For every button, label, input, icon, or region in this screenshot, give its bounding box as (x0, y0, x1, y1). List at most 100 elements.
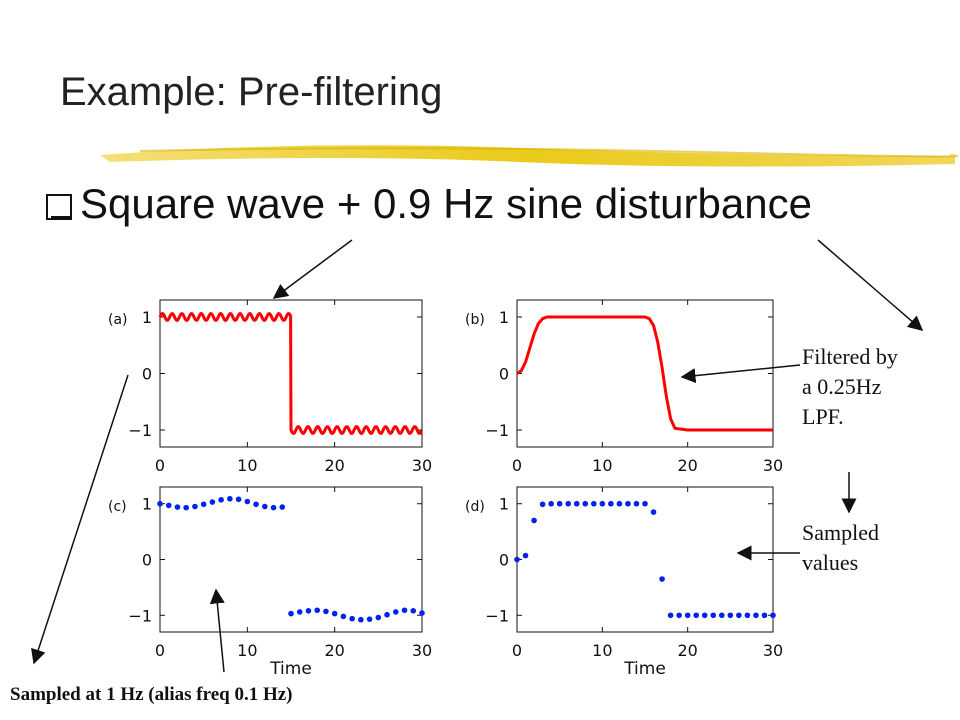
data-point (710, 612, 717, 619)
data-point (331, 610, 338, 617)
bullet-item: Square wave + 0.9 Hz sine disturbance (46, 180, 812, 228)
data-point (693, 612, 699, 619)
x-tick-label: 30 (412, 456, 432, 475)
data-point (701, 612, 708, 619)
data-point (565, 500, 571, 507)
x-tick-label: 30 (763, 456, 783, 475)
plot-frame (159, 486, 423, 633)
data-point (305, 608, 312, 614)
data-point (684, 612, 691, 619)
data-point (366, 616, 373, 622)
data-point (183, 504, 189, 511)
data-point (288, 610, 294, 617)
data-point (539, 501, 546, 508)
panel-label: (d) (465, 499, 485, 515)
x-tick-label: 0 (512, 641, 522, 660)
data-point (616, 500, 623, 507)
x-tick-label: 20 (677, 456, 697, 475)
data-point (599, 500, 606, 507)
data-point (633, 500, 640, 507)
data-point (200, 501, 207, 508)
y-tick-label: 1 (142, 495, 152, 514)
data-point (531, 517, 537, 524)
x-tick-label: 10 (592, 641, 612, 660)
x-tick-label: 10 (592, 456, 612, 475)
data-point (556, 500, 563, 507)
y-tick-label: −1 (128, 606, 152, 625)
data-point (165, 502, 172, 509)
plot-frame (516, 299, 774, 448)
arrow-to-filtered-note (817, 239, 924, 331)
data-point (323, 608, 329, 615)
plot-frame (516, 486, 774, 633)
data-point (770, 612, 776, 619)
data-point (608, 500, 614, 507)
data-point (384, 611, 390, 618)
filtered-note-line: LPF. (802, 404, 844, 429)
data-point (393, 609, 399, 615)
sampled-note-line: values (802, 550, 859, 575)
data-point (582, 500, 589, 507)
filtered-note-line: a 0.25Hz (802, 374, 882, 399)
x-axis-label: Time (623, 659, 666, 679)
y-tick-label: 0 (499, 365, 509, 384)
data-point (761, 612, 768, 619)
y-tick-label: 1 (499, 308, 509, 327)
sampling-rate-note: Sampled at 1 Hz (alias freq 0.1 Hz) (10, 684, 293, 705)
data-point (157, 500, 163, 507)
filtered-note: Filtered by a 0.25Hz LPF. (802, 342, 952, 432)
data-point (667, 612, 674, 619)
x-tick-label: 10 (237, 456, 257, 475)
arrow-to-panel-c (209, 588, 225, 673)
data-point (349, 615, 355, 622)
data-point (174, 504, 181, 510)
y-tick-label: −1 (485, 606, 509, 625)
x-tick-label: 0 (512, 456, 522, 475)
data-point (522, 552, 529, 559)
data-point (625, 500, 631, 507)
series-line (158, 312, 423, 435)
sampled-note: Sampled values (802, 518, 952, 578)
data-point (192, 503, 198, 510)
data-point (401, 607, 408, 614)
data-point (358, 616, 364, 623)
y-tick-label: −1 (128, 421, 152, 440)
x-tick-label: 30 (763, 641, 783, 660)
data-point (296, 609, 303, 615)
sampled-note-line: Sampled (802, 520, 879, 545)
data-point (419, 610, 425, 616)
x-tick-label: 0 (155, 641, 165, 660)
data-point (375, 614, 382, 621)
checkbox-bullet-icon (46, 194, 72, 220)
data-point (650, 509, 657, 515)
filtered-note-line: Filtered by (802, 344, 898, 369)
y-tick-label: 1 (142, 308, 152, 327)
data-point (719, 612, 725, 619)
panel-label: (b) (465, 312, 485, 328)
data-point (262, 503, 268, 510)
series-line (516, 315, 773, 432)
data-point (744, 612, 751, 619)
arrow-to-bottom-left (31, 374, 129, 665)
y-tick-label: 0 (142, 365, 152, 384)
data-point (253, 501, 259, 508)
data-point (676, 612, 682, 619)
data-point (279, 504, 286, 510)
data-point (235, 496, 242, 503)
arrow-to-panel-b (680, 364, 801, 384)
x-tick-label: 20 (677, 641, 697, 660)
y-tick-label: 1 (499, 495, 509, 514)
x-tick-label: 10 (237, 641, 257, 660)
data-point (270, 504, 277, 511)
data-point (548, 500, 554, 507)
x-tick-label: 20 (324, 641, 344, 660)
annotation-arrows (31, 239, 924, 673)
data-point (659, 576, 665, 582)
data-point (244, 498, 251, 505)
data-point (218, 497, 224, 503)
data-point (591, 500, 597, 507)
